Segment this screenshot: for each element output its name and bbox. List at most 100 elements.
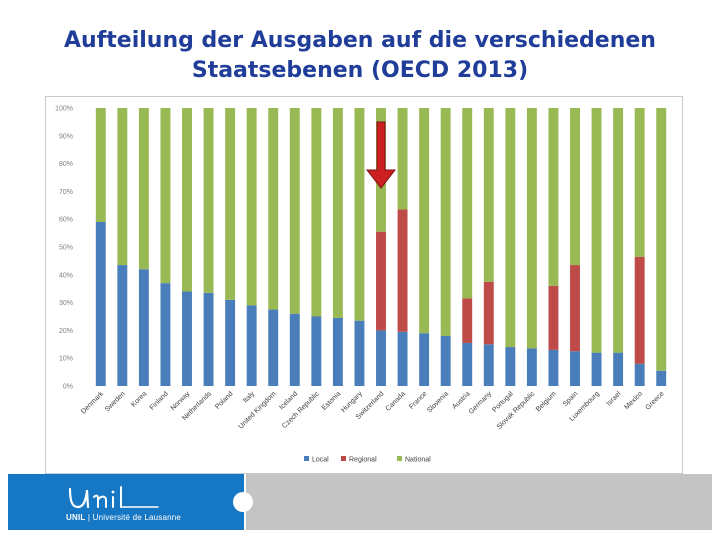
bar-local [311,316,322,386]
x-category-label: Slovenia [426,390,450,414]
bar-local [138,269,149,386]
bar-local [397,331,408,386]
legend-label-local: Local [312,457,329,464]
bar-local [289,313,300,386]
bar-local [182,291,192,386]
bar-regional [376,231,386,331]
bar-national [548,108,559,286]
bar-national [462,108,473,299]
y-tick-label: 70% [59,189,73,196]
bar-local [570,351,580,386]
bar-local [548,349,559,386]
bar-local [656,370,667,386]
x-category-label: Korea [130,390,148,408]
legend-label-national: National [405,457,431,464]
bar-national [182,108,192,292]
stacked-bar-chart: 0% 10% 20% 30% 40% 50% 60% 70% 80% 90% 100% Denmark… [55,106,667,464]
bar-local [117,265,128,386]
bar-national [95,108,106,222]
bar-local [634,363,645,386]
x-category-label: Iceland [278,390,299,411]
bar-national [311,108,322,317]
y-tick-label: 20% [59,328,73,335]
footer-divider-dot [233,492,253,512]
bar-local [483,344,494,386]
slide-title-line-2: Staatsebenen (OECD 2013) [191,58,529,83]
x-category-label: France [408,390,428,410]
x-category-label: Spain [562,390,580,408]
y-tick-label: 50% [59,245,73,252]
bar-regional [483,281,494,345]
bar-regional [548,285,559,350]
bar-local [160,283,171,386]
x-category-label: Canada [385,390,407,412]
bar-national [246,108,257,306]
bar-local [505,347,516,386]
y-tick-label: 0% [63,384,73,391]
bar-regional [462,298,473,343]
logo-short: UNIL [66,513,86,522]
bar-local [203,292,214,386]
bar-national [526,108,537,349]
bar-local [440,335,451,386]
x-category-label: Poland [214,390,234,410]
bar-national [225,108,236,300]
slide-title-line-1: Aufteilung der Ausgaben auf die verschie… [64,28,656,53]
bar-national [656,108,667,371]
legend-swatch-local [304,456,309,461]
bar-national [117,108,128,266]
legend-label-regional: Regional [349,457,377,464]
legend-swatch-national [397,456,402,461]
bar-national [332,108,343,318]
bar-national [419,108,430,334]
bar-national [397,108,408,210]
unil-logo-mark [68,486,159,509]
bar-local [462,342,473,386]
bar-local [526,348,537,386]
x-category-label: Germany [468,390,494,416]
bar-national [160,108,171,284]
bar-national [505,108,516,348]
x-category-label: Estonia [321,390,343,412]
bar-local [246,305,257,386]
x-category-label: Italy [242,390,256,404]
bar-national [203,108,214,293]
bar-national [138,108,149,270]
bar-national [440,108,451,336]
bar-local [95,221,106,386]
logo-full: Université de Lausanne [92,513,182,522]
bar-national [354,108,365,321]
x-category-label: United Kingdom [237,390,277,430]
x-category-label: Belgium [535,390,558,413]
bar-national [483,108,494,282]
footer-brand-bar [8,474,244,530]
bar-national [289,108,300,314]
slide-title: Aufteilung der Ausgaben auf die verschie… [0,26,720,86]
x-category-label: Czech Republic [281,390,321,430]
x-category-label: Austria [451,390,471,410]
x-category-label: Slovak Republic [496,390,537,431]
chart-frame: 0% 10% 20% 30% 40% 50% 60% 70% 80% 90% 100% Denmark… [45,96,683,474]
bar-local [225,299,236,386]
bar-local [332,317,343,386]
bar-local [591,352,602,386]
bar-regional [570,265,580,352]
y-tick-label: 40% [59,272,73,279]
bar-national [570,108,580,266]
bar-regional [634,256,645,364]
bar-local [419,333,430,386]
bar-local [354,320,365,386]
x-category-label: Sweden [104,390,127,413]
y-tick-label: 100% [55,106,73,113]
x-category-label: Greece [644,390,665,411]
bar-regional [397,209,408,332]
x-category-label: Mexico [623,390,644,411]
bar-local [268,309,279,386]
bar-national [591,108,602,353]
bar-national [613,108,624,353]
y-tick-label: 80% [59,161,73,168]
bar-national [634,108,645,257]
bar-local [376,330,386,386]
legend-swatch-regional [341,456,346,461]
y-tick-label: 60% [59,217,73,224]
